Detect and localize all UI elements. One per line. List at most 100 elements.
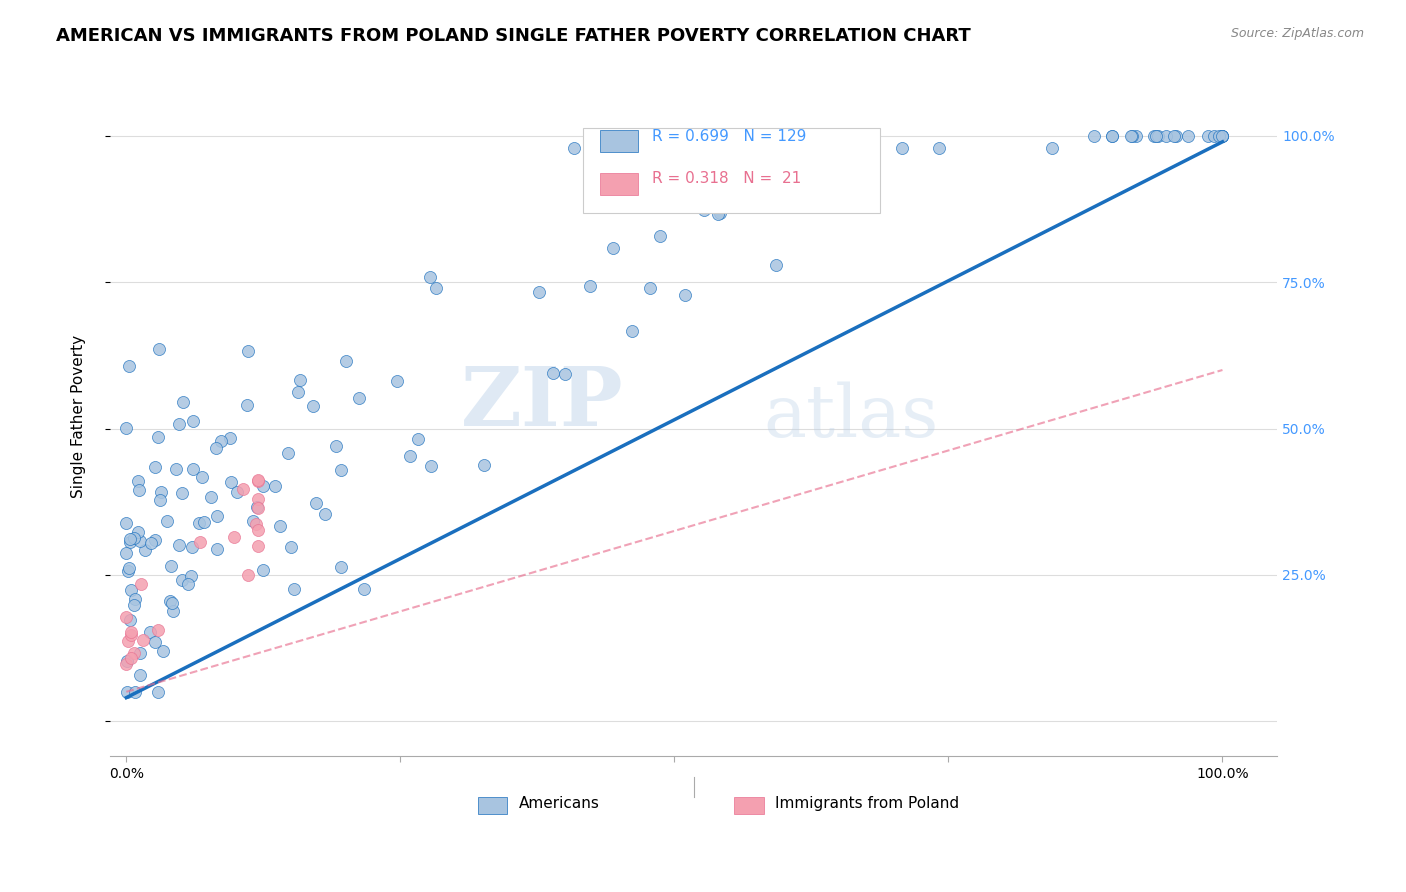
FancyBboxPatch shape — [600, 173, 637, 194]
Point — [859, 141, 882, 155]
Point — [160, 559, 183, 574]
Point — [170, 573, 193, 587]
Point — [325, 440, 347, 454]
FancyBboxPatch shape — [478, 797, 506, 814]
Point — [1121, 128, 1143, 143]
Point — [159, 593, 181, 607]
Point — [620, 325, 643, 339]
Point — [127, 524, 149, 539]
Text: Immigrants from Poland: Immigrants from Poland — [775, 797, 959, 812]
Point — [207, 508, 229, 523]
Point — [170, 486, 193, 500]
Text: AMERICAN VS IMMIGRANTS FROM POLAND SINGLE FATHER POVERTY CORRELATION CHART: AMERICAN VS IMMIGRANTS FROM POLAND SINGL… — [56, 27, 972, 45]
Point — [129, 533, 152, 548]
Point — [122, 532, 145, 546]
Point — [225, 485, 247, 500]
Point — [236, 398, 259, 412]
Text: atlas: atlas — [763, 382, 939, 452]
Point — [188, 535, 211, 549]
Point — [579, 278, 602, 293]
Point — [554, 368, 576, 382]
Point — [1197, 128, 1219, 143]
Point — [165, 462, 187, 476]
Point — [115, 653, 138, 667]
Point — [117, 634, 139, 648]
Point — [582, 141, 605, 155]
Point — [765, 258, 787, 272]
Point — [347, 391, 370, 405]
Point — [149, 485, 172, 500]
Point — [143, 533, 166, 547]
Point — [419, 270, 441, 285]
Point — [302, 399, 325, 413]
Point — [134, 542, 156, 557]
Point — [205, 442, 228, 456]
Point — [128, 668, 150, 682]
Point — [1208, 128, 1230, 143]
Point — [207, 541, 229, 556]
Point — [167, 417, 190, 431]
Point — [124, 592, 146, 607]
Point — [246, 475, 269, 489]
Point — [1202, 128, 1225, 143]
Point — [693, 202, 716, 217]
Point — [1147, 128, 1170, 143]
Point — [191, 470, 214, 484]
Point — [335, 353, 357, 368]
Point — [385, 374, 408, 388]
Point — [122, 599, 145, 613]
Point — [180, 569, 202, 583]
Point — [124, 685, 146, 699]
Point — [353, 582, 375, 596]
Point — [115, 657, 138, 671]
Point — [1211, 128, 1233, 143]
Point — [139, 625, 162, 640]
Point — [115, 609, 138, 624]
Point — [146, 623, 169, 637]
Point — [304, 496, 326, 510]
Point — [246, 501, 269, 516]
Text: ZIP: ZIP — [461, 363, 623, 443]
Point — [120, 628, 142, 642]
Point — [246, 539, 269, 553]
Point — [242, 514, 264, 528]
Point — [277, 446, 299, 460]
Point — [143, 635, 166, 649]
Point — [673, 288, 696, 302]
Point — [222, 530, 245, 544]
Point — [129, 646, 152, 660]
Point — [562, 141, 585, 155]
Point — [1211, 128, 1233, 143]
Point — [127, 474, 149, 488]
Point — [160, 596, 183, 610]
Point — [1211, 128, 1233, 143]
Point — [200, 490, 222, 504]
Point — [928, 141, 950, 155]
Point — [145, 459, 167, 474]
Point — [118, 535, 141, 549]
Text: R = 0.699   N = 129: R = 0.699 N = 129 — [651, 128, 806, 144]
Point — [709, 206, 731, 220]
Point — [176, 577, 198, 591]
Point — [128, 483, 150, 497]
Point — [115, 546, 138, 560]
Point — [181, 461, 204, 475]
Point — [139, 536, 162, 550]
Point — [890, 141, 912, 155]
Point — [148, 343, 170, 357]
Text: Source: ZipAtlas.com: Source: ZipAtlas.com — [1230, 27, 1364, 40]
Point — [1101, 128, 1123, 143]
Point — [238, 567, 260, 582]
Point — [1125, 128, 1147, 143]
Point — [188, 516, 211, 530]
Point — [1143, 128, 1166, 143]
Point — [425, 281, 447, 295]
Point — [238, 344, 260, 359]
FancyBboxPatch shape — [600, 130, 637, 153]
Point — [329, 463, 352, 477]
Point — [115, 421, 138, 435]
Point — [283, 582, 305, 597]
Point — [117, 564, 139, 578]
Point — [118, 533, 141, 547]
Text: R = 0.318   N =  21: R = 0.318 N = 21 — [651, 170, 801, 186]
